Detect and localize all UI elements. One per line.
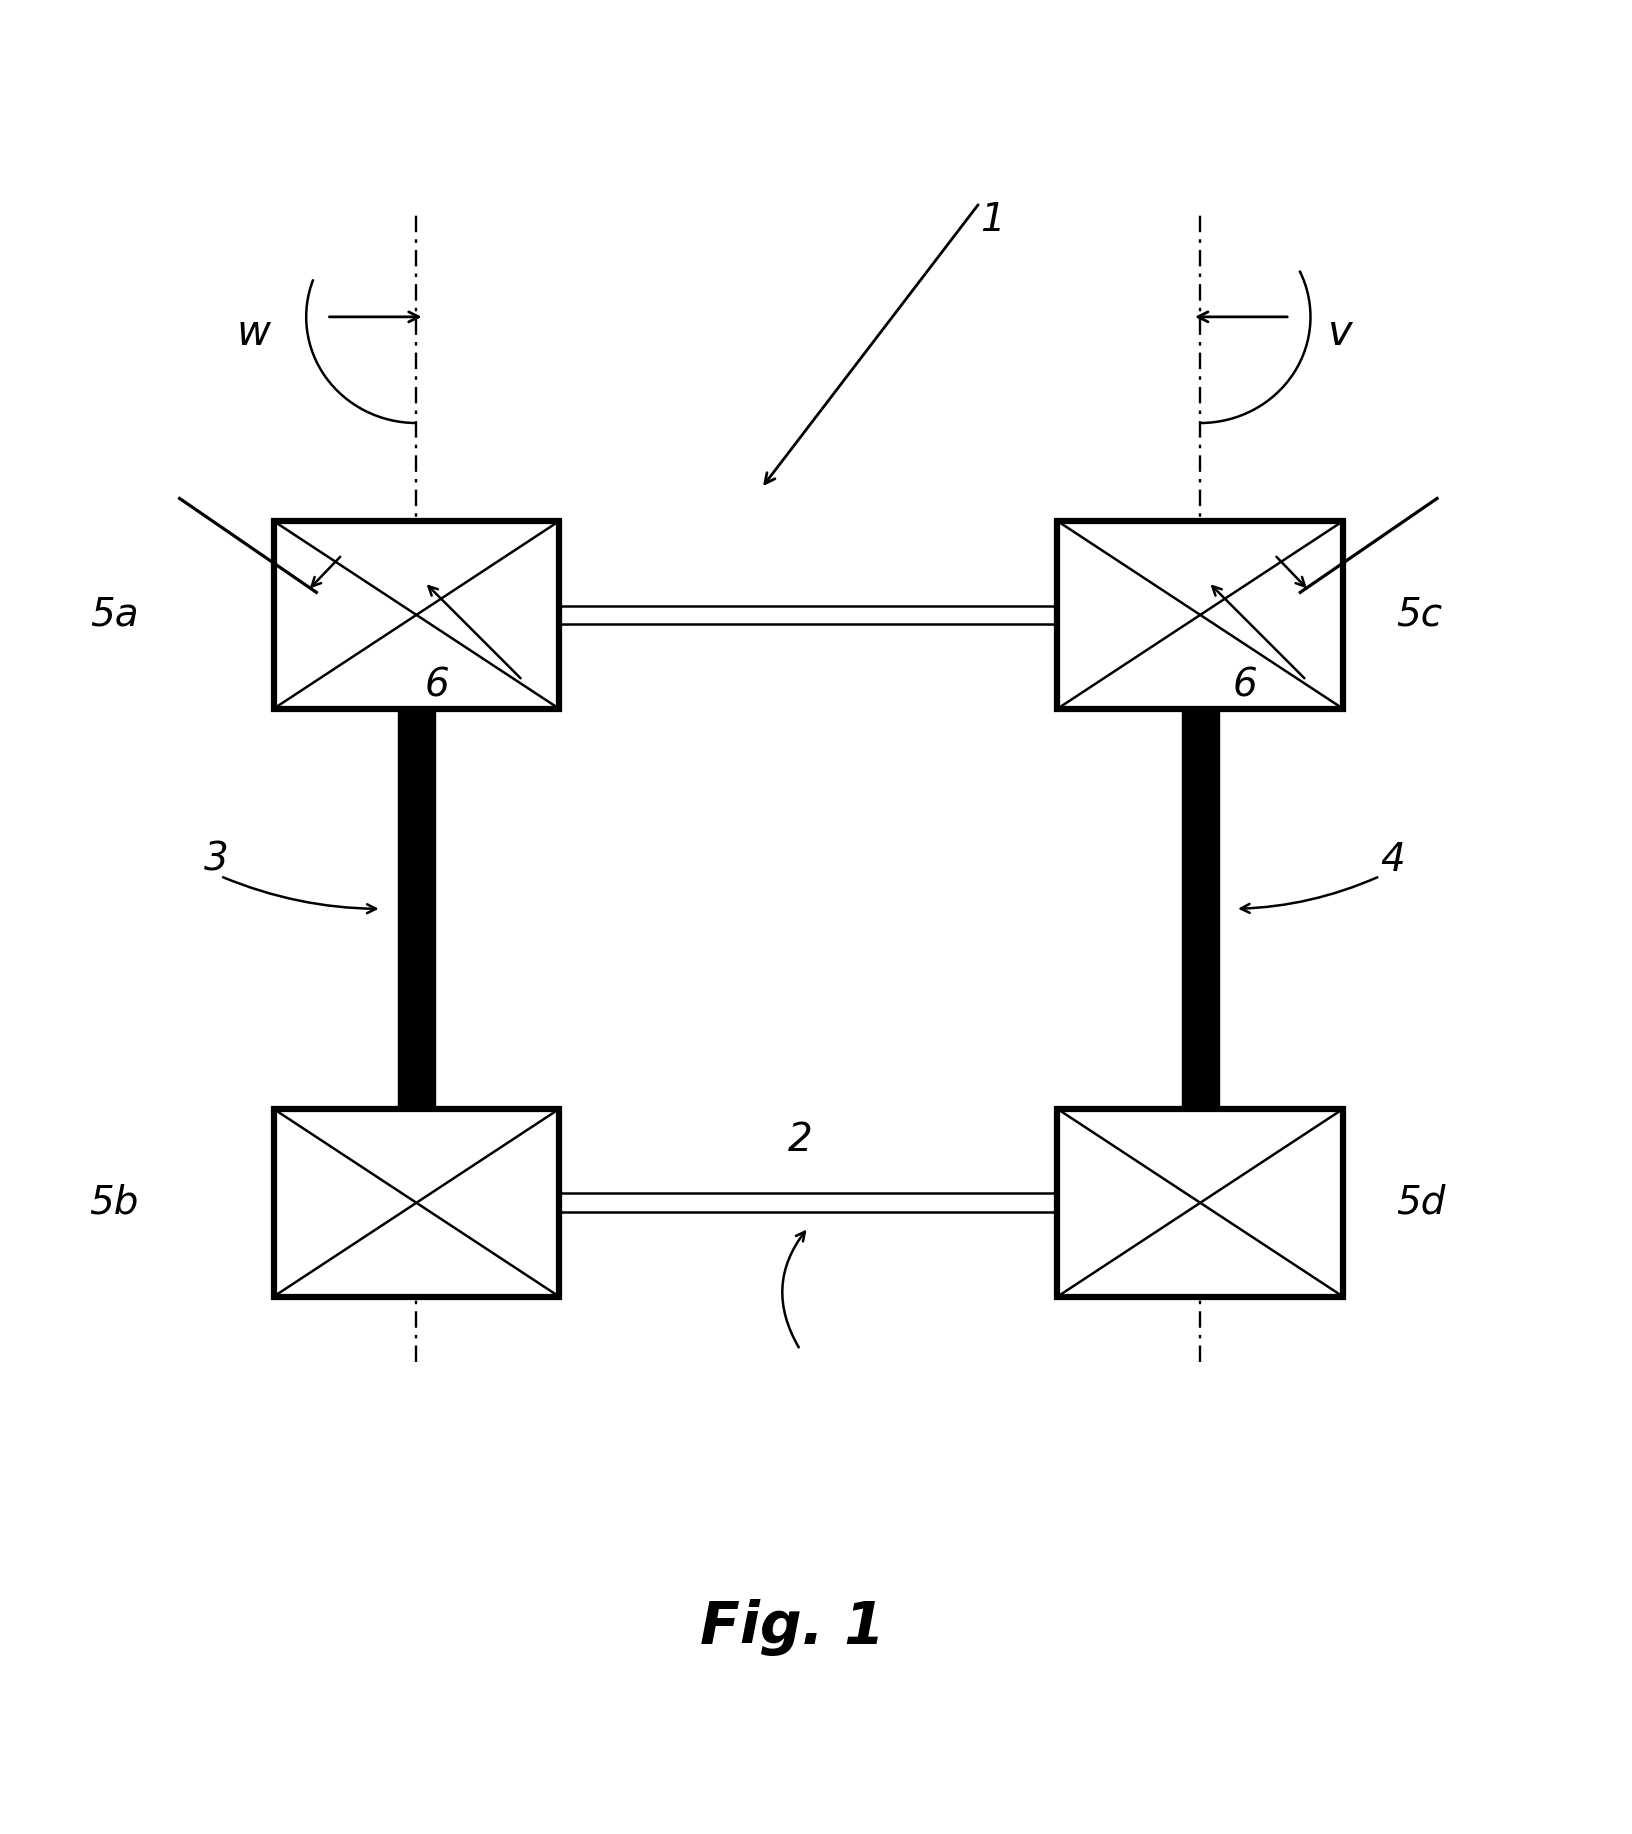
Text: 1: 1 (979, 202, 1004, 238)
Bar (274, 1110, 560, 1297)
Text: 5d: 5d (1395, 1183, 1444, 1221)
Text: 3: 3 (204, 840, 228, 878)
Text: 2: 2 (787, 1121, 813, 1159)
Bar (434, 605, 1182, 624)
Text: Fig. 1: Fig. 1 (698, 1599, 885, 1656)
Text: 6: 6 (1232, 668, 1257, 704)
Text: 5b: 5b (90, 1183, 139, 1221)
Text: 4: 4 (1379, 840, 1404, 878)
Bar (274, 521, 560, 708)
Bar (1182, 708, 1217, 1110)
Text: 6: 6 (424, 668, 449, 704)
Bar (398, 708, 434, 1110)
Bar (1058, 1110, 1343, 1297)
Text: 5c: 5c (1395, 596, 1441, 635)
Text: v: v (1325, 312, 1351, 354)
Text: 5a: 5a (90, 596, 139, 635)
Bar (1058, 521, 1343, 708)
Text: w: w (237, 312, 269, 354)
Bar (434, 1194, 1182, 1212)
